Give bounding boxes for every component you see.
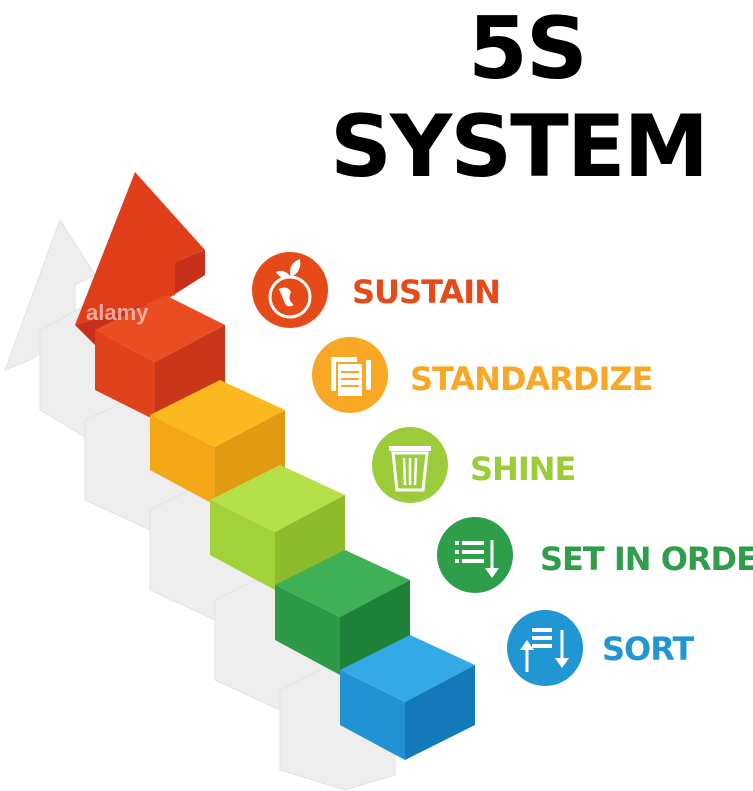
list-arrow-down-icon	[437, 517, 513, 593]
label-set-in-order: SET IN ORDER	[540, 540, 753, 578]
globe-leaf-icon	[252, 252, 328, 328]
watermark: alamy	[86, 300, 149, 325]
step-sustain	[95, 295, 225, 420]
title-line-1: 5S	[468, 0, 588, 99]
step-shine	[210, 465, 345, 590]
label-shine: SHINE	[470, 450, 576, 488]
label-standardize: STANDARDIZE	[410, 360, 653, 398]
step-standardize	[150, 380, 285, 505]
step-sort	[340, 635, 475, 760]
red-arrow	[75, 172, 205, 345]
label-sort: SORT	[602, 630, 694, 668]
label-sustain: SUSTAIN	[352, 273, 501, 311]
trash-bin-icon	[372, 427, 448, 503]
step-set-in-order	[275, 550, 410, 675]
shadow-staircase	[4, 218, 396, 791]
documents-icon	[312, 337, 388, 413]
title-line-2: SYSTEM	[330, 97, 709, 197]
sort-arrows-icon	[507, 610, 583, 686]
